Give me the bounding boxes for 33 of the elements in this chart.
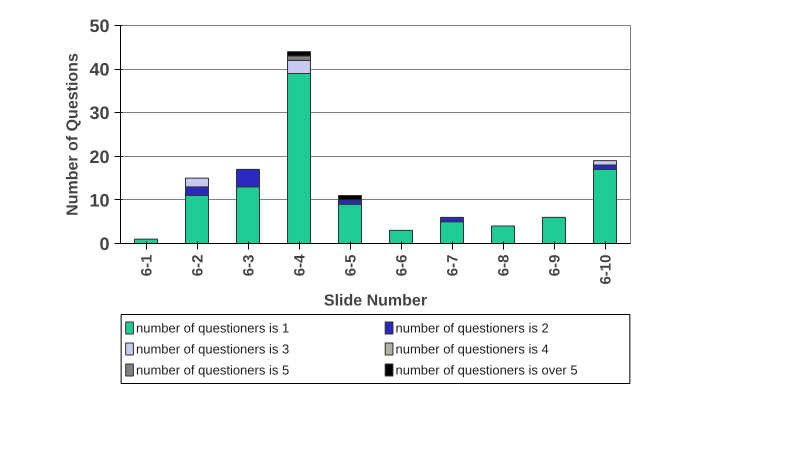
y-tick-label: 0 — [99, 234, 110, 254]
legend-label: number of questioners is 4 — [396, 342, 549, 356]
legend-label: number of questioners is 3 — [136, 342, 290, 356]
bar — [287, 51, 311, 57]
x-tick-label: 6-9 — [546, 254, 564, 276]
x-tick-label: 6-8 — [496, 254, 512, 276]
x-tick-label: 6-7 — [444, 254, 462, 276]
legend-label: number of questioners is 1 — [136, 320, 290, 336]
bar — [593, 160, 617, 166]
y-tick-label: 50 — [89, 16, 110, 36]
x-tick-label: 6-4 — [292, 254, 308, 276]
legend-label: number of questioners is 2 — [396, 320, 549, 336]
y-tick-label: 10 — [89, 190, 110, 210]
bar — [338, 204, 362, 244]
y-axis-title: Number of Questions — [64, 53, 82, 216]
x-tick-label: 6-10 — [598, 254, 614, 285]
bar — [389, 230, 413, 244]
y-tick-label: 30 — [89, 103, 110, 124]
y-tick-label: 40 — [89, 60, 110, 80]
x-tick-label: 6-1 — [138, 254, 156, 276]
x-tick-label: 6-5 — [342, 254, 360, 276]
bar — [542, 216, 566, 244]
x-tick-label: 6-6 — [394, 254, 410, 276]
x-tick-label: 6-2 — [190, 254, 206, 276]
bar — [593, 168, 617, 244]
bar — [491, 226, 515, 244]
y-tick-label: 20 — [89, 146, 110, 167]
legend-label: number of questioners is 5 — [136, 362, 290, 378]
legend-label: number of questioners is over 5 — [396, 362, 578, 378]
x-tick-label: 6-3 — [240, 254, 258, 276]
bar — [134, 238, 158, 244]
bar — [440, 221, 464, 244]
x-axis-title: Slide Number — [324, 292, 428, 310]
